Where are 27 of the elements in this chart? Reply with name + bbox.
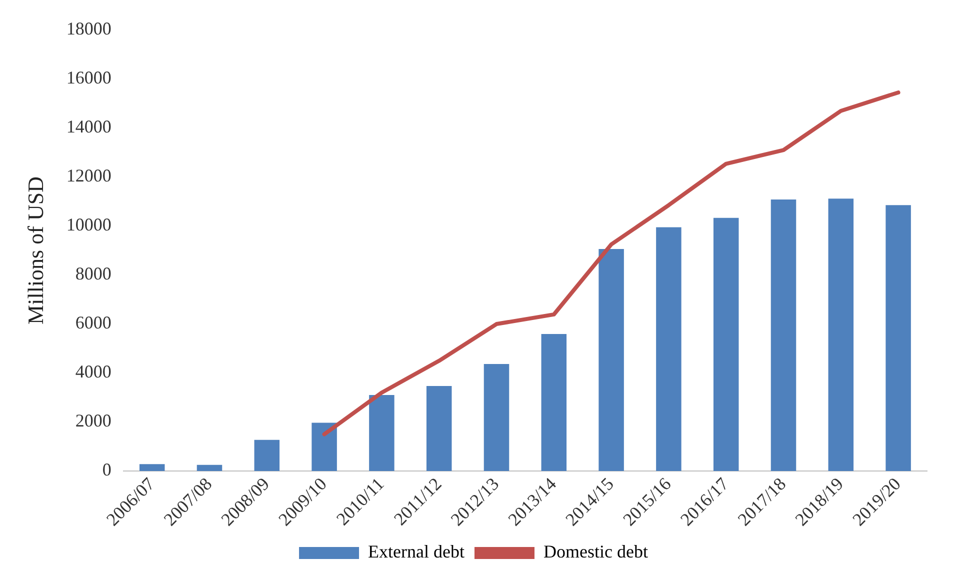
y-tick-label: 2000: [75, 410, 112, 431]
bar: [598, 249, 624, 472]
y-tick-label: 14000: [66, 116, 112, 137]
y-tick-label: 16000: [66, 68, 112, 88]
bar: [369, 395, 394, 472]
bar: [828, 198, 854, 472]
y-tick-label: 8000: [75, 264, 112, 284]
y-tick-label: 12000: [66, 166, 112, 186]
y-tick-label: 18000: [66, 18, 112, 39]
bar: [196, 464, 222, 472]
bar: [541, 334, 567, 472]
bar: [656, 227, 682, 472]
bar: [426, 386, 452, 472]
bar: [484, 364, 510, 472]
y-tick-label: 0: [102, 460, 112, 480]
y-tick-label: 10000: [66, 214, 112, 235]
bar: [139, 464, 165, 472]
legend-label: External debt: [368, 542, 464, 562]
bar: [770, 200, 796, 472]
y-axis-title: Millions of USD: [22, 176, 48, 324]
bar: [886, 205, 911, 472]
legend-label: Domestic debt: [543, 542, 648, 562]
y-tick-label: 6000: [75, 312, 112, 333]
y-tick-label: 4000: [75, 362, 112, 382]
bar: [713, 218, 739, 472]
bar: [312, 422, 337, 472]
bar: [254, 440, 280, 472]
